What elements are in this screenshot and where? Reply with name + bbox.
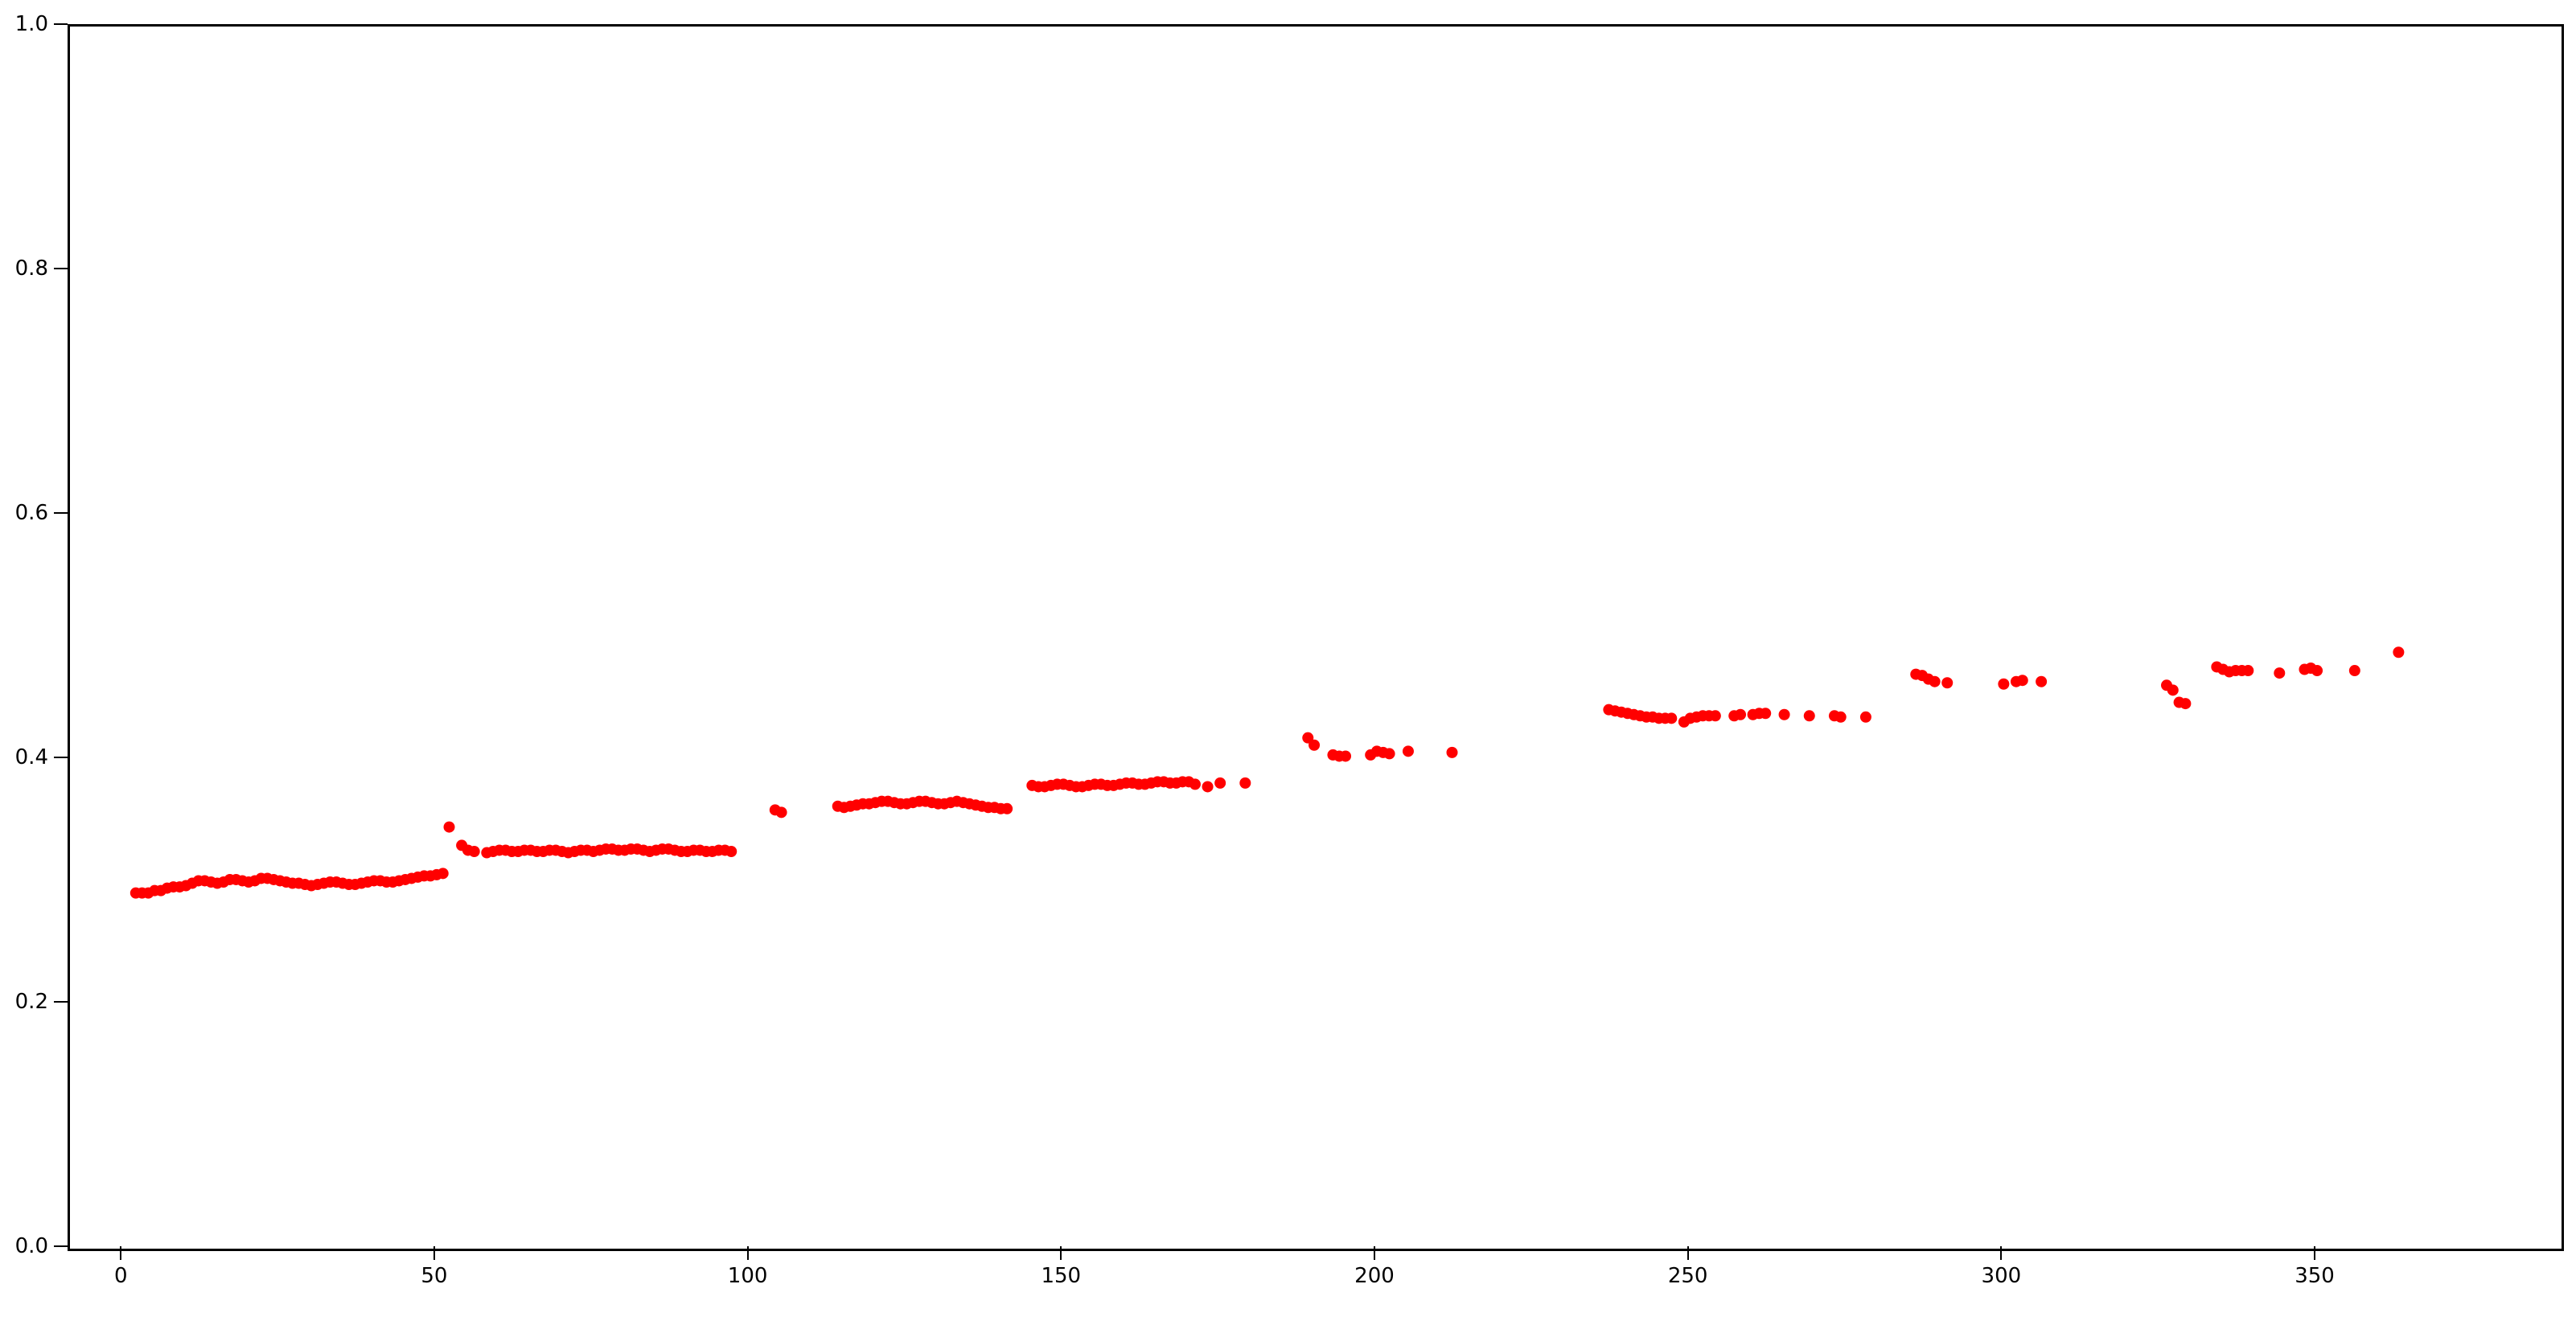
scatter-point — [1735, 708, 1747, 720]
scatter-point — [1189, 778, 1201, 790]
x-tick-mark — [2314, 1246, 2316, 1260]
scatter-plot-area[interactable] — [70, 27, 2562, 1249]
x-tick-mark — [746, 1246, 749, 1260]
scatter-point — [1709, 710, 1721, 722]
scatter-point — [1402, 745, 1414, 757]
scatter-point — [468, 846, 480, 857]
scatter-point — [1214, 777, 1226, 789]
x-tick-label: 50 — [421, 1264, 448, 1288]
x-tick-label: 250 — [1667, 1264, 1708, 1288]
scatter-point — [1239, 777, 1251, 789]
scatter-point — [2016, 675, 2028, 687]
scatter-point — [1001, 802, 1013, 814]
y-tick-label: 0.2 — [14, 990, 48, 1014]
scatter-point — [1760, 708, 1772, 720]
scatter-point — [2311, 665, 2323, 677]
x-tick-label: 100 — [727, 1264, 768, 1288]
scatter-point — [1778, 708, 1790, 720]
x-tick-label: 350 — [2295, 1264, 2335, 1288]
y-tick-mark — [54, 1001, 68, 1003]
scatter-point — [1340, 750, 1352, 762]
scatter-point — [1446, 746, 1458, 758]
x-tick-mark — [120, 1246, 122, 1260]
scatter-point — [775, 806, 787, 819]
y-tick-label: 1.0 — [14, 12, 48, 36]
scatter-point — [1941, 677, 1954, 689]
x-tick-mark — [1060, 1246, 1062, 1260]
x-tick-label: 0 — [113, 1264, 128, 1288]
y-tick-mark — [54, 23, 68, 25]
scatter-point — [2348, 665, 2360, 677]
y-tick-label: 0.4 — [14, 745, 48, 769]
scatter-point — [2274, 667, 2286, 679]
scatter-point — [2036, 675, 2048, 687]
scatter-point — [1998, 678, 2010, 690]
x-tick-label: 300 — [1981, 1264, 2022, 1288]
scatter-point — [1302, 732, 1314, 744]
x-tick-mark — [433, 1246, 435, 1260]
x-tick-label: 200 — [1354, 1264, 1395, 1288]
plot-axes-frame — [68, 24, 2564, 1251]
x-tick-mark — [1687, 1246, 1689, 1260]
scatter-point — [1666, 712, 1678, 724]
y-tick-label: 0.6 — [14, 501, 48, 525]
scatter-point — [437, 868, 449, 880]
scatter-point — [1803, 710, 1815, 722]
scatter-point — [1859, 711, 1871, 723]
y-tick-mark — [54, 512, 68, 514]
x-tick-mark — [2000, 1246, 2003, 1260]
scatter-point — [2180, 698, 2192, 710]
y-tick-mark — [54, 1245, 68, 1247]
y-tick-label: 0.8 — [14, 256, 48, 281]
scatter-point — [1383, 748, 1395, 760]
scatter-series-1 — [129, 646, 2405, 899]
scatter-point — [725, 846, 737, 857]
y-tick-mark — [54, 757, 68, 758]
x-tick-mark — [1373, 1246, 1375, 1260]
y-tick-mark — [54, 268, 68, 269]
scatter-point — [1834, 711, 1847, 723]
scatter-point — [2167, 684, 2179, 696]
scatter-point — [2242, 665, 2254, 677]
scatter-point — [1202, 781, 1214, 793]
y-tick-label: 0.0 — [14, 1234, 48, 1258]
scatter-point — [1309, 739, 1321, 751]
x-tick-label: 150 — [1041, 1264, 1082, 1288]
scatter-point — [2393, 646, 2405, 658]
scatter-point — [1929, 675, 1941, 687]
scatter-point — [443, 821, 455, 833]
